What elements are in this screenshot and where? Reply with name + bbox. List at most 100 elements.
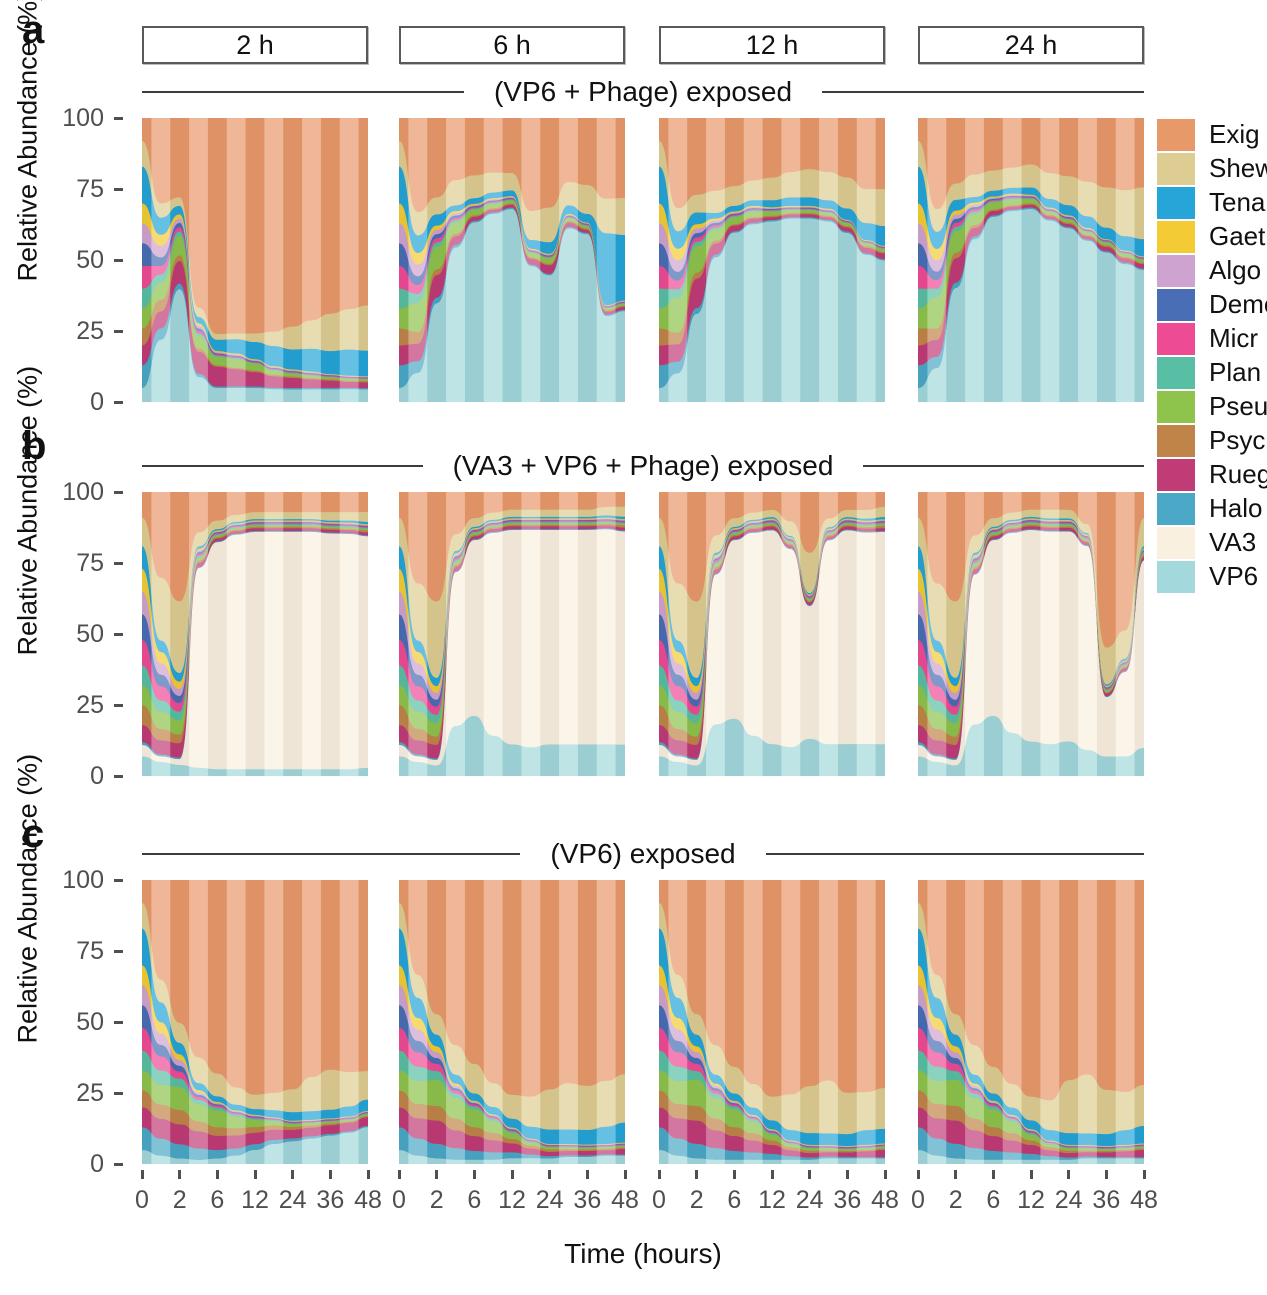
time-column-stripe [1002,492,1022,776]
legend-label: VA3 [1209,527,1257,557]
legend-item-va3: VA3 [1157,526,1267,559]
x-tick-label: 48 [1130,1186,1158,1214]
legend-label: Algo [1209,255,1262,285]
time-column-stripe [464,118,484,402]
column-header-12h: 12 h [659,26,885,64]
x-tick-mark [845,1170,849,1179]
chart-b-6h [399,492,625,776]
time-column-stripe [1096,492,1116,776]
x-tick-label: 48 [871,1186,899,1214]
time-column-stripe [408,118,428,402]
column-header-24h: 24 h [918,26,1144,64]
y-tick-mark [114,562,123,565]
x-tick-label: 12 [758,1186,786,1214]
y-axis-label-row-c: Relative Abundance (%) [12,753,43,1044]
time-column-stripe [577,118,597,402]
x-tick-mark [623,1170,627,1179]
time-column-stripe [1134,118,1144,402]
time-column-stripe [151,880,171,1164]
time-column-stripe [1078,492,1097,776]
time-column-stripe [226,492,246,776]
time-column-stripe [142,492,152,776]
time-column-stripe [1059,880,1079,1164]
time-column-stripe [302,492,321,776]
legend-item-deme: Deme [1157,288,1267,321]
x-tick-mark [140,1170,144,1179]
time-column-stripe [875,880,885,1164]
chart-c-2h [142,880,368,1164]
time-column-stripe [577,880,597,1164]
time-column-stripe [577,492,597,776]
time-column-stripe [189,492,208,776]
x-tick-mark [808,1170,812,1179]
legend-label: Halo [1209,493,1263,523]
time-column-stripe [615,880,625,1164]
time-column-stripe [427,492,447,776]
area-exig [659,880,885,1097]
time-column-stripe [170,492,190,776]
time-column-stripe [358,880,368,1164]
x-tick-mark [883,1170,887,1179]
time-column-stripe [762,118,782,402]
legend-label: Micr [1209,323,1259,353]
x-tick-mark [954,1170,958,1179]
y-tick-label: 75 [76,175,104,203]
x-tick-mark [1067,1170,1071,1179]
time-column-stripe [226,880,246,1164]
legend-swatch-pseu [1157,390,1195,423]
title-rule-right [822,91,1144,93]
area-exig [659,492,885,602]
time-column-stripe [283,492,303,776]
area-exig [142,880,368,1095]
title-rule-right [863,465,1144,467]
title-rule-left [142,91,464,93]
x-tick-label: 2 [172,1186,187,1214]
x-tick-mark [215,1170,219,1179]
time-column-stripe [1096,880,1116,1164]
time-column-stripe [965,880,984,1164]
legend-swatch-tena [1157,186,1195,219]
time-column-stripe [1115,492,1135,776]
time-column-stripe [399,118,409,402]
legend: Exig Shew Tena Gaet Algo Deme Micr Plan Pseu Psyc… [1157,118,1267,594]
legend-item-algo: Algo [1157,254,1267,287]
x-tick-label: 24 [1054,1186,1083,1214]
legend-label: Shew [1209,153,1267,183]
time-column-stripe [464,492,484,776]
time-column-stripe [245,118,265,402]
row-title-b-text: (VA3 + VP6 + Phage) exposed [452,450,834,481]
time-column-stripe [358,492,368,776]
legend-item-gaet: Gaet [1157,220,1267,253]
time-column-stripe [668,880,688,1164]
time-column-stripe [743,880,763,1164]
x-tick-label: 6 [986,1186,1001,1214]
x-tick-mark [695,1170,699,1179]
time-column-stripe [668,492,688,776]
time-column-stripe [615,492,625,776]
time-column-stripe [207,880,227,1164]
time-column-stripe [302,880,321,1164]
time-column-stripe [408,880,428,1164]
time-column-stripe [724,492,744,776]
area-exig [399,880,625,1097]
time-column-stripe [762,880,782,1164]
y-tick-mark [114,401,123,404]
x-tick-label: 6 [467,1186,482,1214]
time-column-stripe [1040,118,1060,402]
chart-a-24h [918,118,1144,402]
time-column-stripe [668,118,688,402]
time-column-stripe [427,118,447,402]
time-column-stripe [837,118,857,402]
y-tick-label: 50 [76,246,104,274]
x-tick-label: 12 [1017,1186,1045,1214]
x-tick-label: 36 [316,1186,345,1214]
area-exig [918,880,1144,1101]
time-column-stripe [339,118,359,402]
x-axis-label: Time (hours) [564,1238,722,1269]
time-column-stripe [918,880,928,1164]
time-column-stripe [927,118,947,402]
time-column-stripe [724,118,744,402]
column-header-2h: 2 h [142,26,368,64]
title-rule-left [142,465,423,467]
y-tick-label: 0 [90,1150,104,1178]
